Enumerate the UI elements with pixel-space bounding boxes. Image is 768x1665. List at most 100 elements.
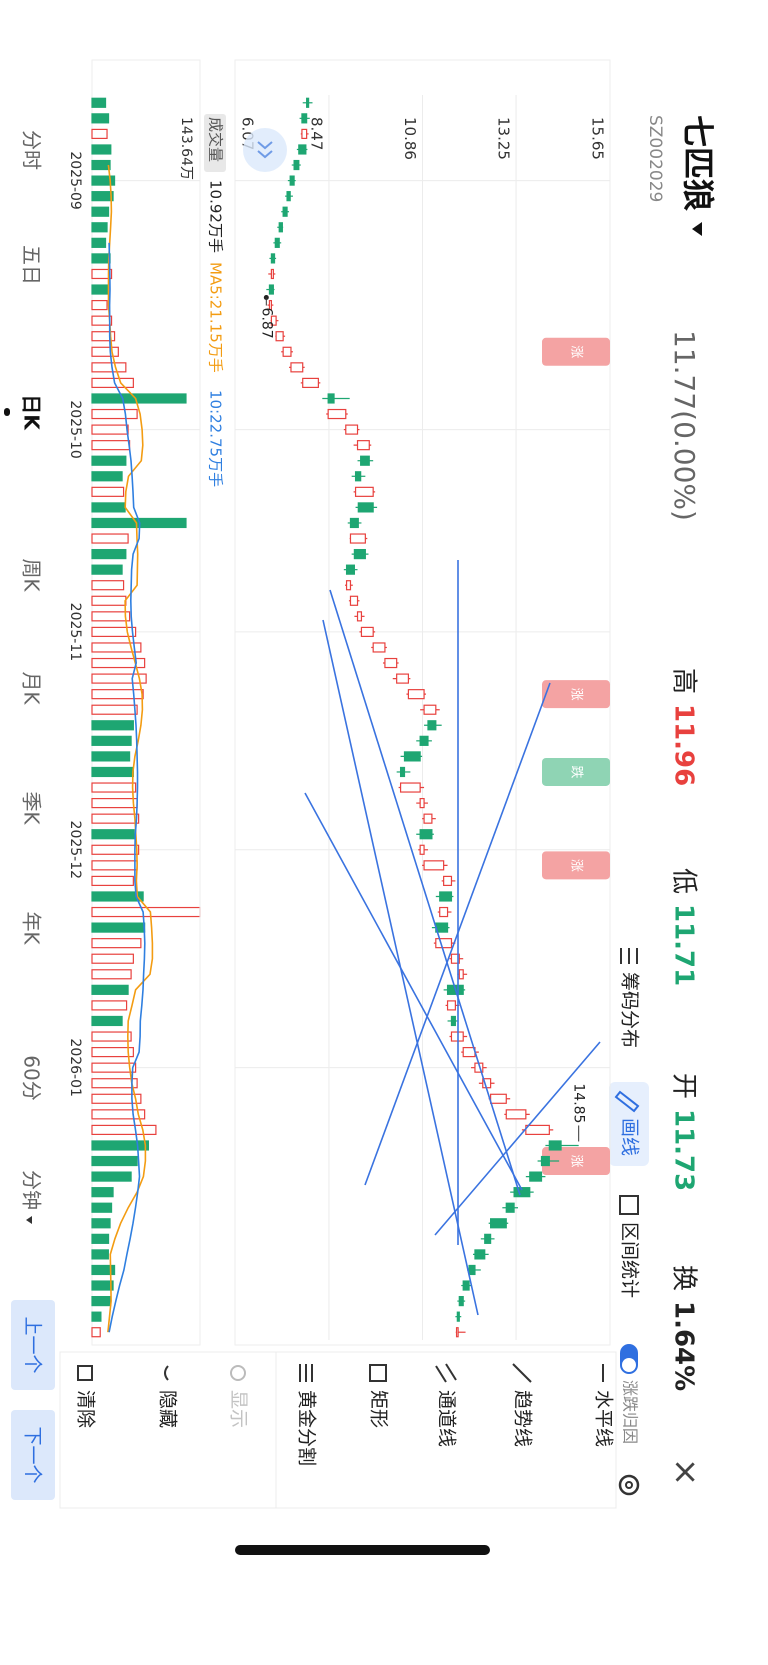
tool-label[interactable]: 通道线 [436, 1390, 458, 1447]
volume-bar [91, 1078, 138, 1089]
volume-bar [91, 689, 144, 700]
volume-bar [91, 393, 187, 404]
volume-bar [91, 1015, 123, 1027]
volume-bar [91, 284, 110, 295]
home-indicator [235, 1545, 490, 1555]
period-tab[interactable]: 分钟 [20, 1170, 44, 1210]
candle-body [446, 1000, 456, 1011]
volume-bar [91, 891, 144, 902]
period-tab[interactable]: 周K [20, 558, 44, 592]
candle-body [349, 517, 359, 529]
prev-button[interactable] [11, 1300, 55, 1390]
period-tab[interactable]: 五日 [20, 245, 44, 285]
tool-label[interactable]: 矩形 [368, 1390, 390, 1428]
volume-bar [91, 1311, 102, 1322]
clear-icon [77, 1365, 93, 1381]
chips-button[interactable]: 筹码分布 [619, 948, 641, 1048]
volume-bar [91, 1249, 109, 1260]
volume-bar [91, 953, 134, 964]
tool-label[interactable]: 黄金分割 [296, 1390, 318, 1466]
period-tab[interactable]: 年K [20, 911, 44, 945]
candle-body [396, 673, 410, 684]
volume-bar [91, 813, 140, 824]
event-label: 涨 [569, 859, 584, 872]
volume-bar [91, 875, 134, 887]
volume-bar [91, 408, 138, 420]
tool-icons [77, 1363, 604, 1383]
range-label[interactable]: 区间统计 [619, 1222, 641, 1298]
volume-bar [91, 580, 125, 591]
period-tab[interactable]: 分时 [20, 130, 44, 170]
candle-body [439, 891, 453, 902]
candle-body [462, 1046, 476, 1058]
candle-body [455, 1327, 459, 1338]
candle-body [474, 1249, 486, 1260]
volume-bar [91, 315, 113, 326]
candle-body [456, 1311, 460, 1322]
collapse-button[interactable] [243, 128, 287, 172]
trend-line[interactable] [329, 589, 521, 1196]
turnover-value: 1.64% [669, 1301, 699, 1391]
next-button[interactable] [11, 1410, 55, 1500]
event-badge [542, 851, 610, 880]
candle-body [270, 253, 276, 264]
dropdown-arrow[interactable] [692, 222, 702, 236]
prev-label[interactable]: 上一个 [22, 1316, 44, 1373]
volume-bar [91, 1264, 116, 1276]
volume-bar [91, 1031, 132, 1042]
volume-bar [91, 938, 142, 949]
volume-bar [91, 860, 138, 871]
draw-button-bg[interactable] [609, 1082, 649, 1166]
volume-bar [91, 1155, 138, 1167]
candle-body [439, 906, 449, 918]
trend-line[interactable] [434, 1041, 601, 1236]
trend-line[interactable] [364, 682, 551, 1186]
candle-body [505, 1109, 527, 1120]
event-label: 涨 [569, 688, 584, 701]
low-annotation: 6.87 [258, 308, 274, 339]
candle-body [293, 159, 300, 171]
chevron-icon [257, 141, 273, 159]
plot-area: 15.6513.2510.868.476.072025-092025-10202… [67, 95, 611, 1340]
drawn-lines[interactable] [304, 560, 601, 1316]
event-badge [542, 1147, 610, 1176]
open-value: 11.73 [669, 1109, 699, 1191]
event-badge [542, 757, 610, 786]
candle-body [286, 191, 291, 202]
volume-bar [91, 206, 110, 217]
action-label[interactable]: 隐藏 [157, 1390, 179, 1428]
stock-name[interactable]: 七匹狼 [679, 115, 717, 211]
action-label[interactable]: 显示 [228, 1390, 250, 1428]
period-tab[interactable]: 季K [20, 791, 44, 825]
next-label[interactable]: 下一个 [22, 1426, 44, 1483]
candle-body [290, 362, 304, 373]
volume-bar [91, 1124, 157, 1136]
period-tab-active[interactable]: 日K [20, 394, 44, 431]
period-tab[interactable]: 月K [20, 671, 44, 705]
tool-label[interactable]: 水平线 [593, 1390, 615, 1447]
volume-bar [91, 1202, 113, 1213]
trend-line[interactable] [304, 792, 523, 1191]
volume-bar [91, 299, 108, 311]
volume-bar [91, 595, 127, 606]
channel-icon [435, 1363, 457, 1383]
close-button[interactable]: × [666, 1458, 706, 1487]
period-tab[interactable]: 60分 [20, 1055, 44, 1100]
volume-bar [91, 1218, 111, 1229]
action-label[interactable]: 清除 [75, 1390, 97, 1428]
draw-label[interactable]: 画线 [619, 1118, 641, 1156]
volume-bar [91, 424, 129, 435]
volume-bar [91, 1171, 132, 1182]
volume-bar [91, 829, 135, 840]
legend-entry: MA5:21.15万手 [207, 262, 225, 373]
tool-label[interactable]: 趋势线 [512, 1390, 534, 1447]
volume-bar [91, 844, 140, 855]
candle-body [268, 299, 273, 311]
event-label: 涨 [569, 345, 584, 358]
volume-bar [91, 548, 127, 560]
volume-bar [91, 1046, 134, 1058]
settings-icon[interactable] [618, 1474, 640, 1496]
chips-label: 筹码分布 [619, 972, 641, 1048]
